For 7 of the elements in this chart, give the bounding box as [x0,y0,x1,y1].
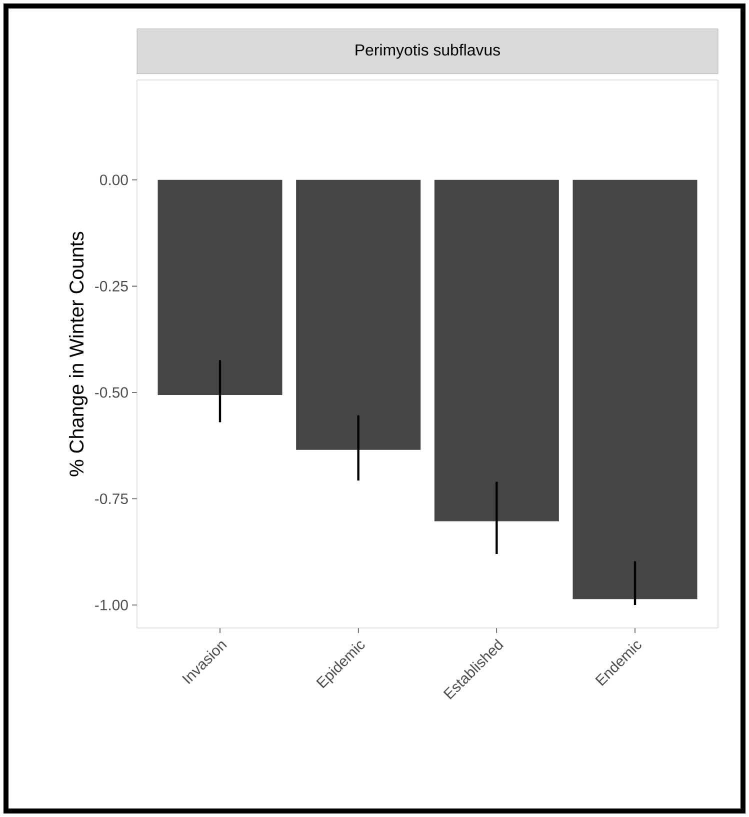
y-tick-label: 0.00 [100,174,128,186]
y-tick-label: -0.50 [95,387,128,398]
y-tick-label: -0.25 [95,280,128,292]
y-tick-label: -1.00 [95,600,128,610]
y-axis-title: % Change in Winter Counts [69,232,88,476]
chart-title: Perimyotis subflavus [356,44,500,59]
y-tick-label: -0.75 [95,493,128,504]
